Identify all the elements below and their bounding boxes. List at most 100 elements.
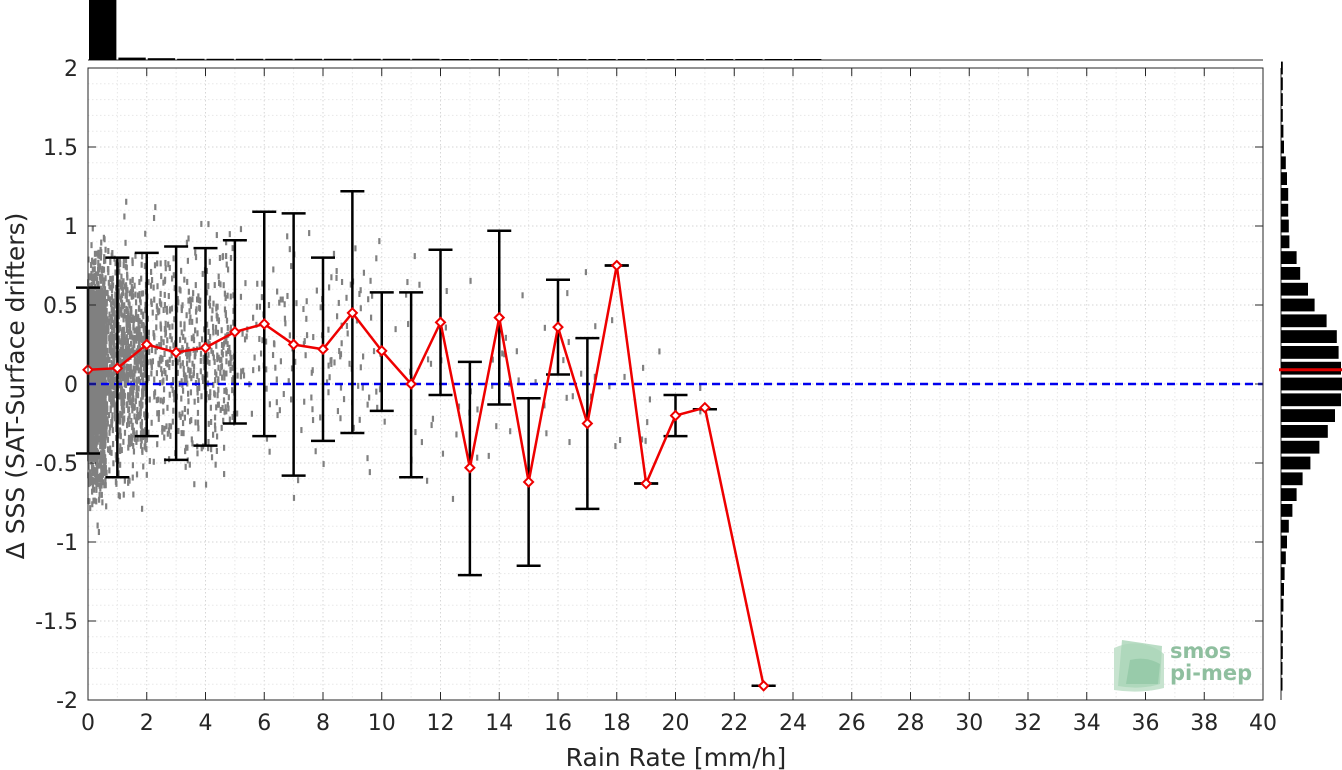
scatter-point xyxy=(151,309,154,316)
scatter-point xyxy=(91,352,94,359)
scatter-point xyxy=(92,259,95,266)
scatter-point xyxy=(311,417,315,424)
scatter-point xyxy=(106,416,109,423)
scatter-point xyxy=(271,352,275,359)
scatter-point xyxy=(102,309,106,316)
scatter-point xyxy=(217,386,220,393)
scatter-point xyxy=(93,387,96,394)
scatter-point xyxy=(149,268,153,275)
scatter-point xyxy=(98,452,101,459)
scatter-point xyxy=(93,417,96,424)
scatter-point xyxy=(98,418,101,425)
scatter-point xyxy=(503,351,506,358)
scatter-point xyxy=(305,315,308,322)
scatter-point xyxy=(111,281,114,288)
scatter-point xyxy=(140,357,143,364)
scatter-point xyxy=(222,444,226,451)
scatter-point xyxy=(114,297,117,304)
scatter-point xyxy=(94,295,97,302)
scatter-point xyxy=(92,394,95,401)
scatter-point xyxy=(93,497,96,504)
scatter-point xyxy=(287,378,290,385)
scatter-point xyxy=(105,347,109,354)
scatter-point xyxy=(139,357,142,364)
scatter-point xyxy=(311,367,314,374)
scatter-point xyxy=(157,309,160,316)
scatter-point xyxy=(97,374,100,381)
scatter-point xyxy=(504,334,508,341)
scatter-point xyxy=(114,284,118,291)
scatter-point xyxy=(359,305,362,312)
scatter-point xyxy=(95,355,98,362)
scatter-point xyxy=(114,478,118,485)
scatter-point xyxy=(121,373,124,380)
scatter-point xyxy=(138,291,141,298)
scatter-point xyxy=(89,326,92,333)
scatter-point xyxy=(225,358,228,365)
scatter-point xyxy=(88,274,92,281)
scatter-point xyxy=(154,204,157,211)
data-point xyxy=(258,318,271,330)
scatter-point xyxy=(95,407,98,414)
scatter-point xyxy=(186,342,189,349)
scatter-point xyxy=(103,323,106,330)
scatter-point xyxy=(190,375,193,382)
scatter-point xyxy=(275,376,278,383)
scatter-point xyxy=(92,322,95,329)
scatter-point xyxy=(127,348,131,355)
scatter-point xyxy=(141,374,144,381)
scatter-point xyxy=(162,279,165,286)
scatter-point xyxy=(107,323,110,330)
scatter-point xyxy=(189,302,193,309)
scatter-point xyxy=(319,414,322,421)
scatter-point xyxy=(120,447,123,454)
scatter-point xyxy=(108,342,112,349)
right-hist-bar xyxy=(1281,425,1328,438)
scatter-point xyxy=(137,340,141,347)
scatter-point xyxy=(139,362,143,369)
scatter-point xyxy=(302,341,306,348)
scatter-point xyxy=(110,371,113,378)
scatter-point xyxy=(131,474,134,481)
scatter-point xyxy=(96,458,99,465)
scatter-point xyxy=(304,352,307,359)
scatter-point xyxy=(111,376,114,383)
scatter-point xyxy=(584,269,588,276)
scatter-point xyxy=(225,408,228,415)
scatter-point xyxy=(183,377,186,384)
scatter-point xyxy=(137,367,140,374)
scatter-point xyxy=(303,338,306,345)
scatter-point xyxy=(106,316,109,323)
scatter-point xyxy=(91,225,94,232)
scatter-point xyxy=(92,398,95,405)
scatter-point xyxy=(212,354,215,361)
y-tick-label: 2 xyxy=(64,57,78,82)
scatter-point xyxy=(124,352,127,359)
scatter-point xyxy=(222,369,225,376)
scatter-point xyxy=(335,274,338,281)
scatter-point xyxy=(188,461,191,468)
scatter-point xyxy=(103,482,106,489)
scatter-point xyxy=(103,384,106,391)
scatter-point xyxy=(133,413,136,420)
scatter-point xyxy=(98,340,101,347)
scatter-point xyxy=(100,239,103,246)
scatter-point xyxy=(214,369,217,376)
scatter-point xyxy=(182,371,186,378)
scatter-point xyxy=(126,417,130,424)
scatter-point xyxy=(209,404,212,411)
scatter-point xyxy=(99,410,102,417)
waves-icon xyxy=(1114,640,1164,692)
scatter-point xyxy=(210,454,214,461)
scatter-point xyxy=(96,310,100,317)
scatter-point xyxy=(314,448,317,455)
scatter-point xyxy=(109,407,112,414)
scatter-point xyxy=(189,297,192,304)
scatter-point xyxy=(111,382,114,389)
scatter-point xyxy=(213,422,217,429)
scatter-point xyxy=(196,450,199,457)
x-tick-label: 4 xyxy=(199,711,213,736)
scatter-point xyxy=(101,403,104,410)
scatter-point xyxy=(426,356,430,363)
scatter-point xyxy=(136,355,139,362)
